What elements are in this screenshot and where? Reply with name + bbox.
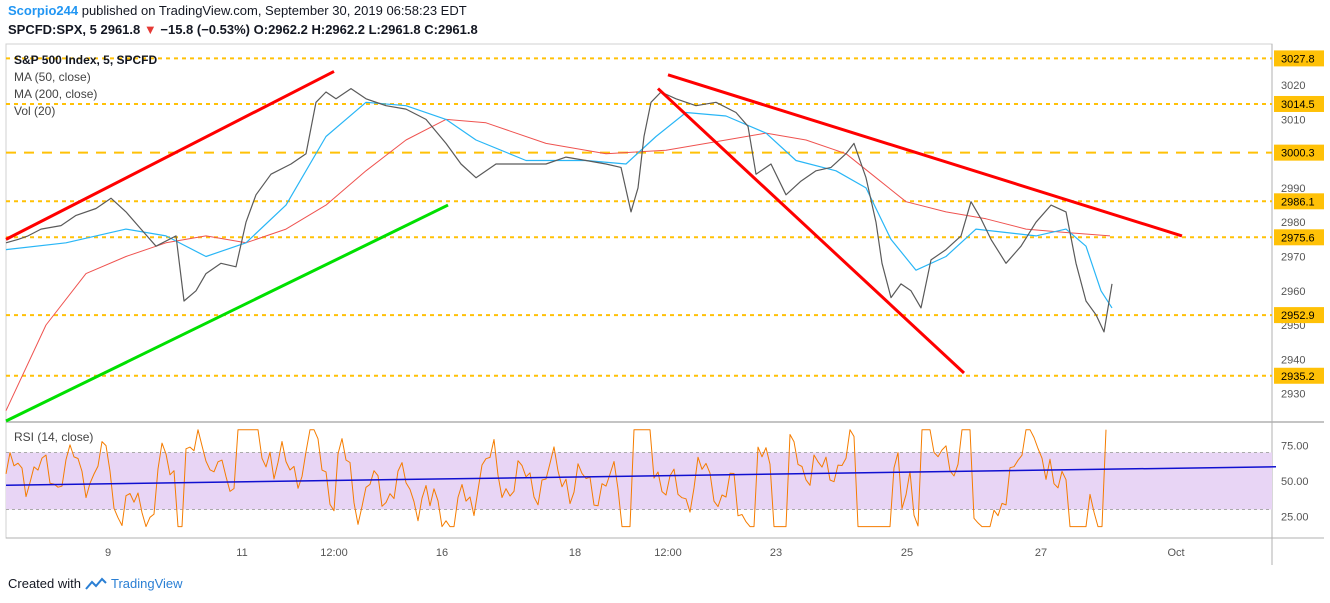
rsi-tick-label: 50.00 [1281,476,1309,488]
price-tick-label: 2930 [1281,389,1305,401]
level-label: 3027.8 [1281,53,1315,65]
level-label: 2952.9 [1281,310,1315,322]
tradingview-brand[interactable]: TradingView [110,576,183,591]
legend-ma50[interactable]: MA (50, close) [14,70,91,84]
price-tick-label: 3010 [1281,114,1305,126]
x-tick-label: 9 [105,547,111,559]
close-label: C: [424,22,438,37]
price-change: −15.8 (−0.53%) [160,22,250,37]
publish-line: Scorpio244 published on TradingView.com,… [8,3,467,18]
low-value: 2961.8 [380,22,421,37]
level-label-box [1274,144,1324,161]
rsi-line [5,429,1107,528]
symbol: SPCFD:SPX, 5 [8,22,97,37]
red-trendline [5,70,335,241]
low-label: L: [368,22,381,37]
footer: Created with TradingView [8,576,183,591]
high-value: 2962.2 [325,22,365,37]
level-label-box [1274,307,1324,324]
price-tick-label: 2970 [1281,251,1305,263]
x-tick-label: 11 [236,547,247,559]
level-label: 2935.2 [1281,371,1315,383]
symbol-line: SPCFD:SPX, 5 2961.8 ▼ −15.8 (−0.53%) O:2… [8,22,478,37]
x-tick-label: 16 [436,547,448,559]
x-tick-label: Oct [1167,547,1184,559]
rsi-y-ticks: 25.00 50.00 75.00 [1281,440,1309,523]
level-label-box [1274,229,1324,246]
x-tick-label: 27 [1035,547,1047,559]
x-tick-label: 12:00 [654,547,682,559]
level-label-box [1274,367,1324,384]
down-arrow-icon: ▼ [143,22,157,37]
level-label: 2986.1 [1281,196,1315,208]
last-price: 2961.8 [100,22,141,37]
open-value: 2962.2 [268,22,308,37]
open-label: O: [253,22,269,37]
level-label-box [1274,50,1324,67]
price-tick-label: 3020 [1281,80,1305,92]
rsi-trendline [5,466,1277,487]
x-tick-label: 23 [770,547,782,559]
rsi-tick-label: 25.00 [1281,512,1309,524]
price-tick-label: 2990 [1281,183,1305,195]
legend-ma200[interactable]: MA (200, close) [14,87,98,101]
high-label: H: [311,22,326,37]
ma200-line [5,118,1111,411]
price-legend: S&P 500 Index, 5, SPCFD MA (50, close) M… [14,52,157,120]
level-label-box [1274,95,1324,112]
ma50-line [5,101,1113,309]
tradingview-logo-icon [85,577,107,590]
close-value: 2961.8 [437,22,478,37]
price-tick-label: 2960 [1281,286,1305,298]
red-trendline [667,73,1183,238]
published-text: published on TradingView.com, September … [81,3,467,18]
price-tick-label: 2940 [1281,354,1305,366]
level-label-box [1274,193,1324,210]
price-line [5,87,1113,333]
price-tick-label: 2980 [1281,217,1305,229]
red-trendline [656,87,966,375]
rsi-band [6,452,1272,510]
legend-vol[interactable]: Vol (20) [14,104,56,118]
level-label: 3000.3 [1281,148,1315,160]
level-label: 2975.6 [1281,232,1315,244]
green-trendline [5,203,449,423]
x-tick-label: 18 [569,547,581,559]
x-axis-ticks: 9 11 12:00 16 18 12:00 23 25 27 Oct [105,547,1185,559]
created-with-text: Created with [8,576,81,591]
author-link[interactable]: Scorpio244 [8,3,79,18]
level-label: 3014.5 [1281,99,1315,111]
x-tick-label: 25 [901,547,913,559]
rsi-tick-label: 75.00 [1281,440,1309,452]
rsi-legend[interactable]: RSI (14, close) [14,430,94,444]
x-tick-label: 12:00 [320,547,348,559]
legend-title: S&P 500 Index, 5, SPCFD [14,53,158,67]
